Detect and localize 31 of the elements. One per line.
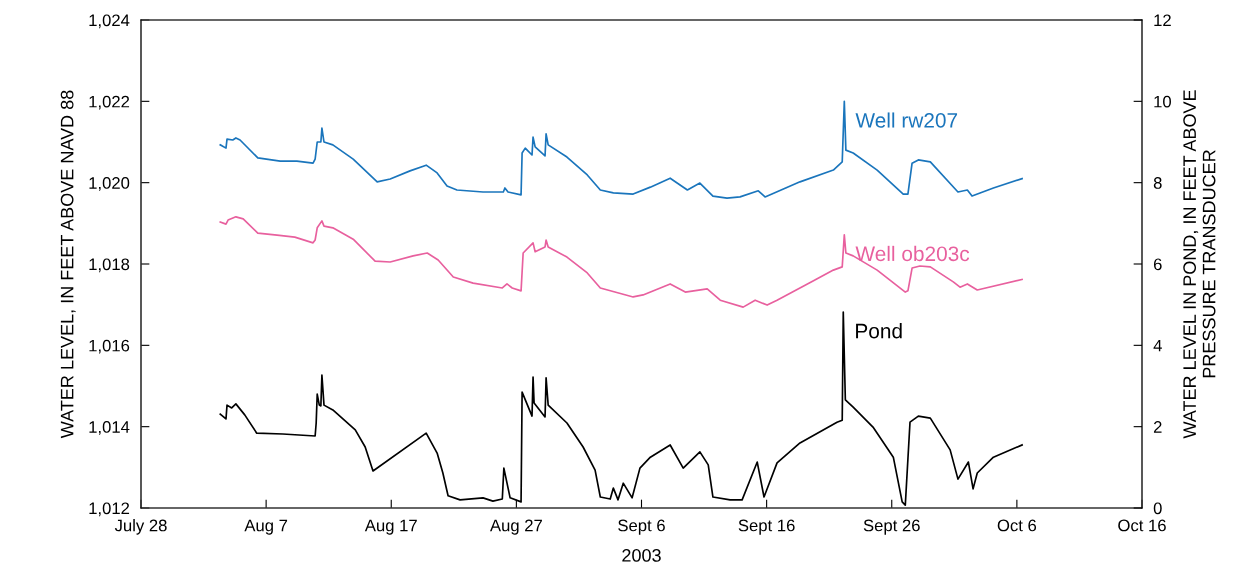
- x-axis-title: 2003: [622, 549, 661, 562]
- y-tick-label: 1,018: [89, 258, 130, 273]
- line-series: [219, 215, 1023, 308]
- x-tick-label: Aug 27: [490, 519, 542, 535]
- y2-tick-label: 8: [1153, 177, 1162, 189]
- y2-tick-label: 0: [1153, 502, 1162, 515]
- y-tick-label: 1,016: [89, 339, 130, 354]
- y2-axis-title: WATER LEVEL IN POND, IN FEET ABOVE PRESSURE TRANSDUCER: [1183, 90, 1216, 439]
- x-tick-label: Sept 16: [738, 519, 795, 535]
- x-tick-label: Oct 16: [1118, 519, 1166, 532]
- x-tick-label: Sept 6: [618, 519, 665, 535]
- line-series: [219, 100, 1023, 199]
- series-label: Well ob203c: [855, 245, 970, 262]
- y2-tick-label: 12: [1154, 14, 1171, 27]
- y2-tick-label: 6: [1153, 258, 1162, 271]
- series-label: Pond: [856, 323, 902, 339]
- x-tick-label: Oct 6: [997, 519, 1037, 532]
- y-axis-title: WATER LEVEL, IN FEET ABOVE NAVD 88: [60, 90, 76, 439]
- y-tick-label: 1,024: [89, 14, 130, 29]
- y-tick-label: 1,022: [89, 95, 130, 110]
- x-tick-label: Aug 17: [364, 519, 417, 535]
- y2-tick-label: 10: [1154, 95, 1171, 108]
- y-tick-label: 1,020: [89, 177, 130, 191]
- y2-tick-label: 2: [1153, 421, 1162, 433]
- y2-tick-label: 4: [1153, 339, 1162, 352]
- y-tick-label: 1,012: [89, 502, 130, 517]
- x-tick-label: July 28: [114, 519, 167, 535]
- x-tick-label: Sept 26: [863, 519, 920, 535]
- series-label: Well rw207: [855, 112, 958, 128]
- x-tick-label: Aug 7: [244, 519, 288, 535]
- y-tick-label: 1,014: [89, 421, 130, 435]
